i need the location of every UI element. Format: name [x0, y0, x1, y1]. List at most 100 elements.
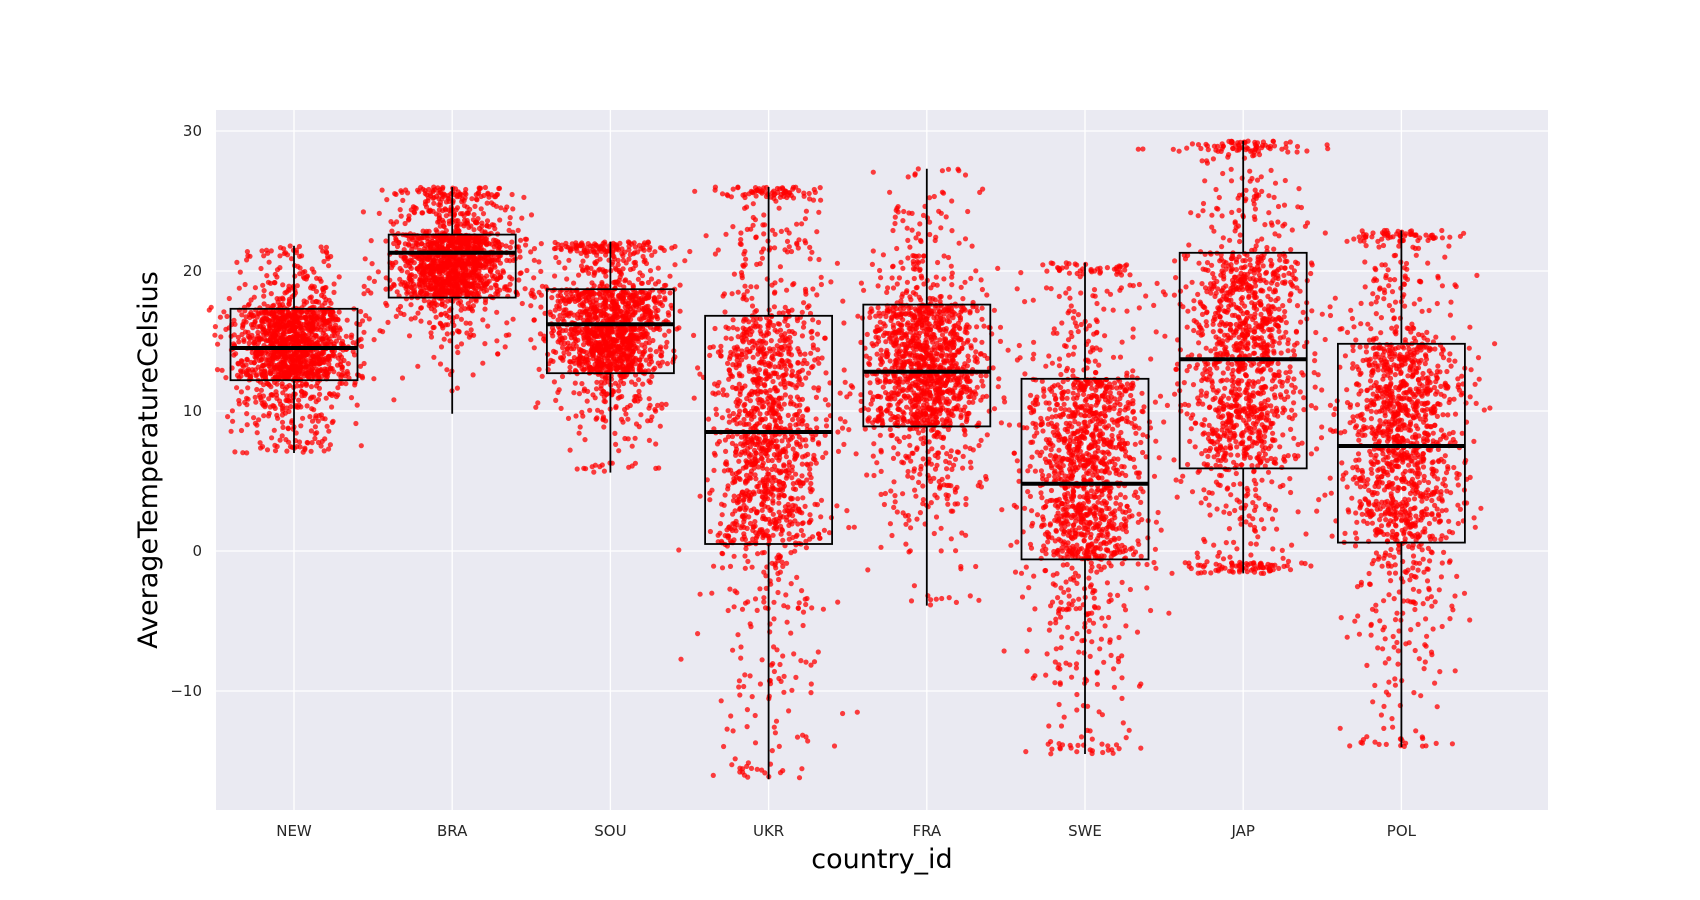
data-point — [810, 317, 816, 323]
data-point — [351, 352, 358, 358]
data-point — [464, 330, 470, 336]
data-point — [785, 322, 791, 329]
data-point — [456, 329, 462, 335]
data-point — [668, 302, 674, 308]
data-point — [777, 264, 784, 270]
data-point — [587, 407, 593, 413]
data-point — [434, 275, 440, 281]
data-point — [729, 291, 735, 297]
data-point — [308, 351, 314, 357]
data-point — [485, 190, 491, 196]
data-point — [493, 291, 499, 297]
data-point — [454, 344, 460, 350]
data-point — [602, 376, 608, 382]
data-point — [440, 325, 446, 331]
data-point — [228, 428, 234, 434]
data-point — [531, 345, 537, 351]
data-point — [309, 418, 316, 424]
data-point — [645, 279, 652, 286]
data-point — [331, 317, 337, 323]
data-point — [556, 306, 563, 312]
data-point — [308, 294, 314, 300]
data-point — [502, 344, 508, 350]
data-point — [422, 201, 428, 207]
data-point — [575, 329, 581, 336]
data-point — [264, 380, 270, 387]
data-point — [484, 273, 490, 279]
data-point — [800, 532, 806, 538]
data-point — [578, 295, 584, 301]
data-point — [304, 319, 310, 325]
data-point — [538, 268, 544, 274]
data-point — [480, 360, 486, 366]
data-point — [424, 235, 430, 241]
data-point — [778, 228, 785, 234]
data-point — [609, 358, 616, 364]
data-point — [549, 295, 555, 301]
data-point — [597, 464, 603, 470]
data-point — [752, 740, 759, 746]
data-point — [384, 302, 390, 308]
data-point — [449, 285, 455, 291]
data-point — [771, 304, 778, 310]
data-point — [408, 284, 414, 290]
data-point — [413, 240, 419, 246]
data-point — [742, 600, 749, 606]
data-point — [625, 416, 631, 422]
data-point — [785, 192, 792, 198]
data-point — [368, 238, 374, 244]
data-point — [620, 313, 626, 319]
data-point — [777, 661, 783, 668]
data-point — [385, 319, 391, 325]
data-point — [646, 396, 652, 402]
data-point — [464, 272, 470, 278]
data-point — [270, 303, 276, 309]
data-point — [265, 413, 272, 419]
data-point — [461, 203, 468, 209]
data-point — [725, 486, 731, 492]
data-point — [440, 246, 447, 252]
data-point — [629, 358, 635, 365]
data-point — [313, 288, 319, 294]
data-point — [822, 335, 828, 341]
data-point — [828, 279, 834, 285]
data-point — [371, 376, 377, 382]
data-point — [353, 420, 359, 427]
data-point — [454, 194, 460, 200]
data-point — [488, 285, 494, 291]
data-point — [429, 286, 435, 292]
data-point — [336, 371, 342, 377]
data-point — [274, 443, 280, 450]
data-point — [647, 244, 653, 251]
data-point — [624, 404, 631, 410]
data-point — [568, 327, 574, 333]
data-point — [426, 320, 433, 326]
data-point — [557, 333, 563, 339]
data-point — [509, 276, 515, 282]
data-point — [823, 450, 829, 456]
data-point — [567, 364, 573, 370]
data-point — [464, 217, 470, 224]
data-point — [491, 202, 497, 208]
data-point — [281, 250, 287, 257]
data-point — [579, 326, 586, 332]
data-point — [636, 357, 643, 363]
data-point — [255, 329, 261, 335]
data-point — [594, 333, 600, 340]
data-point — [591, 283, 597, 289]
data-point — [729, 762, 735, 768]
data-point — [749, 303, 756, 309]
data-point — [724, 726, 730, 732]
data-point — [241, 337, 247, 343]
data-point — [597, 256, 603, 262]
data-point — [331, 369, 337, 375]
data-point — [238, 373, 244, 379]
data-point — [433, 314, 439, 320]
data-point — [639, 280, 645, 286]
data-point — [718, 698, 724, 704]
data-point — [629, 443, 635, 449]
data-point — [250, 313, 256, 319]
data-point — [590, 306, 597, 312]
data-point — [809, 335, 815, 341]
